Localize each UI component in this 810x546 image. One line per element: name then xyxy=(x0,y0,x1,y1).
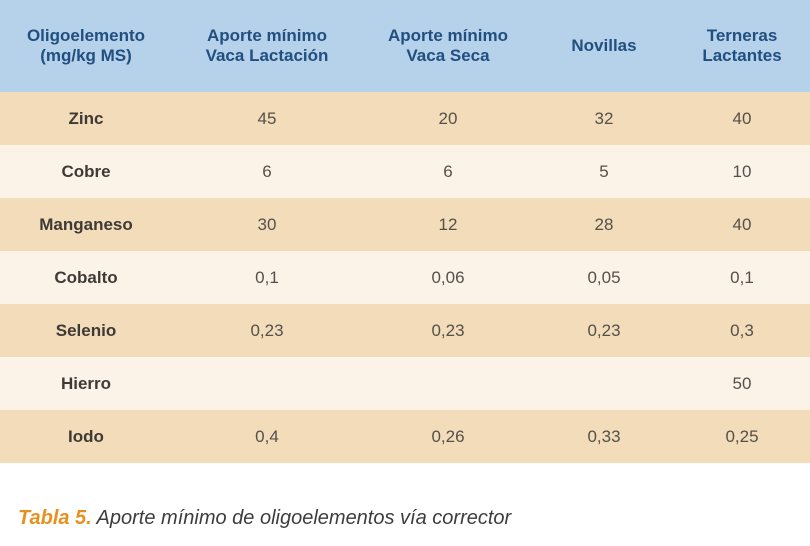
header-vaca-seca: Aporte mínimo Vaca Seca xyxy=(362,0,534,92)
element-name: Cobalto xyxy=(0,251,172,304)
header-terneras: Terneras Lactantes xyxy=(674,0,810,92)
value-vaca-lactacion: 0,1 xyxy=(172,251,362,304)
table-header-row: Oligoelemento (mg/kg MS) Aporte mínimo Vac… xyxy=(0,0,810,92)
value-terneras: 0,3 xyxy=(674,304,810,357)
value-terneras: 0,25 xyxy=(674,410,810,463)
table-row: Cobalto 0,1 0,06 0,05 0,1 xyxy=(0,251,810,304)
header-novillas: Novillas xyxy=(534,0,674,92)
table-row: Zinc 45 20 32 40 xyxy=(0,92,810,145)
element-name: Zinc xyxy=(0,92,172,145)
value-vaca-lactacion: 45 xyxy=(172,92,362,145)
value-novillas: 0,05 xyxy=(534,251,674,304)
element-name: Selenio xyxy=(0,304,172,357)
value-vaca-seca: 12 xyxy=(362,198,534,251)
table-row: Iodo 0,4 0,26 0,33 0,25 xyxy=(0,410,810,463)
table-row: Manganeso 30 12 28 40 xyxy=(0,198,810,251)
header-oligoelemento: Oligoelemento (mg/kg MS) xyxy=(0,0,172,92)
oligoelementos-table: Oligoelemento (mg/kg MS) Aporte mínimo Vac… xyxy=(0,0,810,463)
value-terneras: 40 xyxy=(674,198,810,251)
element-name: Hierro xyxy=(0,357,172,410)
value-novillas: 5 xyxy=(534,145,674,198)
value-novillas: 0,33 xyxy=(534,410,674,463)
value-vaca-seca: 0,23 xyxy=(362,304,534,357)
value-novillas: 28 xyxy=(534,198,674,251)
value-terneras: 40 xyxy=(674,92,810,145)
value-vaca-seca: 0,06 xyxy=(362,251,534,304)
value-terneras: 0,1 xyxy=(674,251,810,304)
value-vaca-lactacion: 0,23 xyxy=(172,304,362,357)
table-row: Selenio 0,23 0,23 0,23 0,3 xyxy=(0,304,810,357)
value-vaca-seca xyxy=(362,357,534,410)
element-name: Manganeso xyxy=(0,198,172,251)
value-terneras: 50 xyxy=(674,357,810,410)
table-row: Cobre 6 6 5 10 xyxy=(0,145,810,198)
value-vaca-lactacion: 6 xyxy=(172,145,362,198)
value-novillas: 32 xyxy=(534,92,674,145)
value-novillas xyxy=(534,357,674,410)
value-novillas: 0,23 xyxy=(534,304,674,357)
value-terneras: 10 xyxy=(674,145,810,198)
value-vaca-lactacion: 0,4 xyxy=(172,410,362,463)
element-name: Cobre xyxy=(0,145,172,198)
element-name: Iodo xyxy=(0,410,172,463)
value-vaca-seca: 0,26 xyxy=(362,410,534,463)
value-vaca-lactacion: 30 xyxy=(172,198,362,251)
value-vaca-seca: 20 xyxy=(362,92,534,145)
table-row: Hierro 50 xyxy=(0,357,810,410)
table-caption: Tabla 5. Aporte mínimo de oligoelementos… xyxy=(18,507,511,530)
header-vaca-lactacion: Aporte mínimo Vaca Lactación xyxy=(172,0,362,92)
caption-label: Tabla 5. xyxy=(18,507,92,529)
value-vaca-lactacion xyxy=(172,357,362,410)
value-vaca-seca: 6 xyxy=(362,145,534,198)
caption-text: Aporte mínimo de oligoelementos vía corr… xyxy=(91,507,512,529)
